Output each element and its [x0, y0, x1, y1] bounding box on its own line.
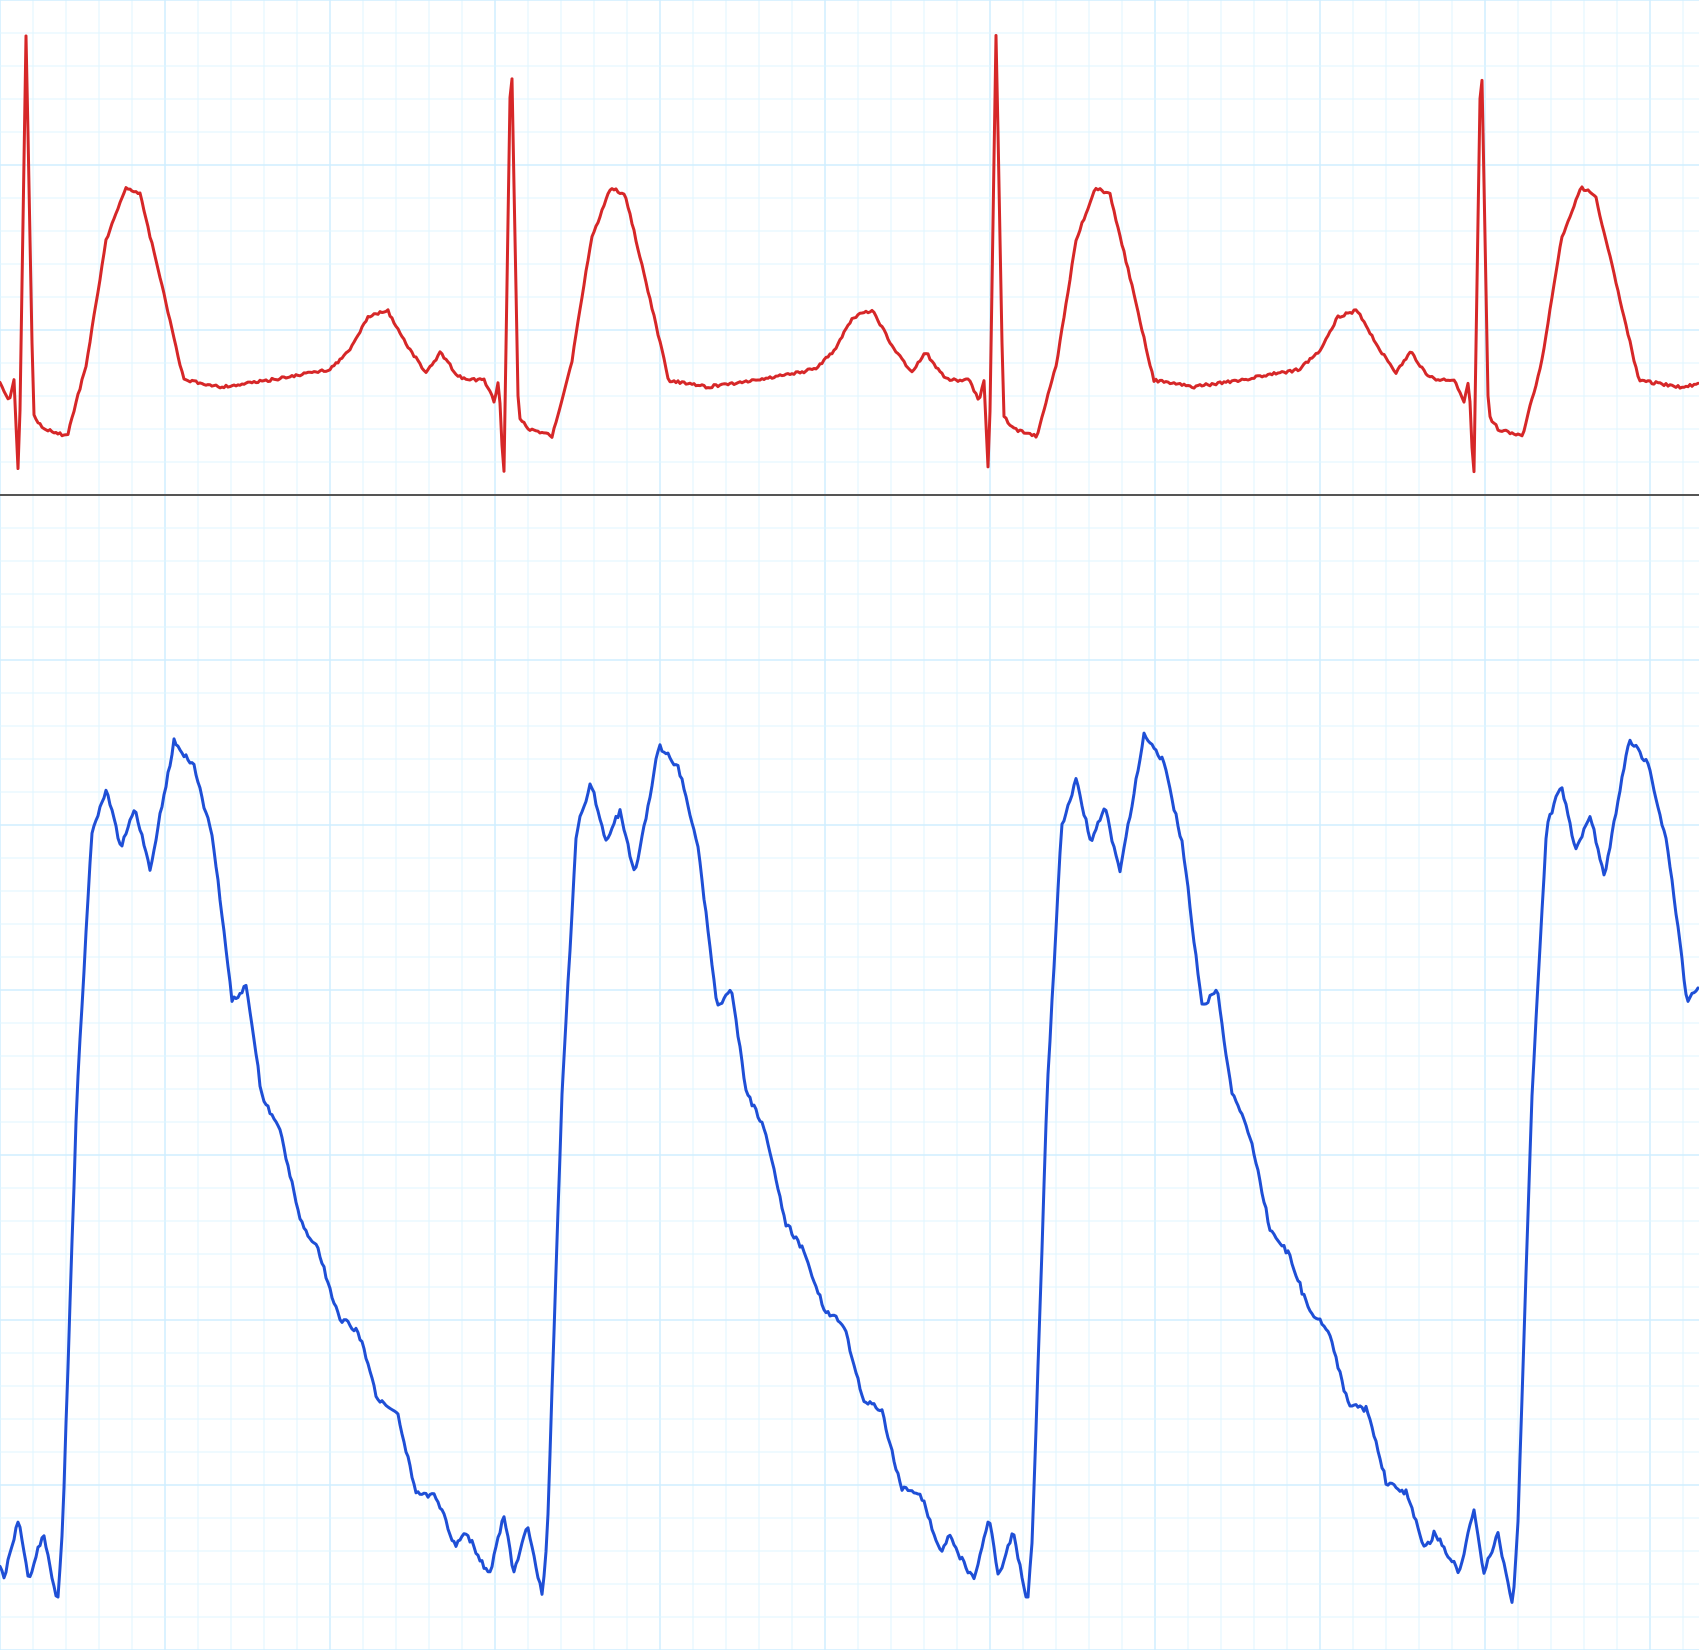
physiological-monitor-chart	[0, 0, 1699, 1650]
